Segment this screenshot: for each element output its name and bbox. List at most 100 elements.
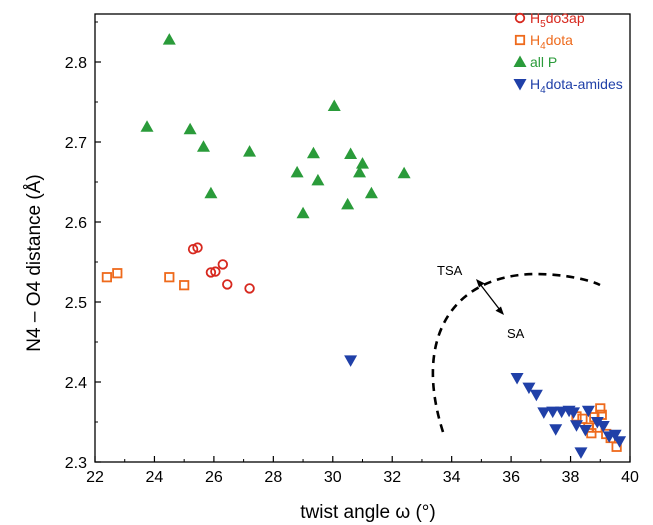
series-0 [187,242,255,294]
data-point [341,197,355,210]
x-tick-label: 24 [146,469,164,486]
x-tick-label: 22 [86,469,104,486]
arrowhead-sa [495,306,504,315]
data-point [613,436,627,448]
data-point [356,157,369,169]
data-point [164,272,175,283]
data-point [574,447,588,459]
series-2 [140,33,411,219]
x-tick-label: 26 [205,469,223,486]
data-point [344,147,358,159]
data-point [397,166,411,179]
annotation-tsa: TSA [437,263,463,278]
x-tick-label: 30 [324,469,342,486]
x-axis-title: twist angle ω (°) [300,502,435,523]
data-point [549,424,563,436]
y-tick-label: 2.3 [65,455,87,472]
series-3 [344,355,627,459]
data-point [243,145,257,157]
legend-label-subscript: 5 [540,19,546,30]
data-point [311,173,325,186]
data-point [183,122,197,135]
legend-label-subscript: 4 [540,85,546,96]
legend-item: all P [513,54,557,70]
data-point [296,206,310,219]
dashed-transition-curve [431,272,601,433]
x-tick-label: 34 [443,469,461,486]
legend-label: H4dota [530,32,573,52]
data-point [570,420,583,432]
data-point [567,407,581,419]
y-tick-label: 2.5 [65,295,87,312]
arrowhead-tsa [476,279,485,288]
data-point [290,165,304,178]
curve-layer [431,272,601,433]
y-tick-label: 2.6 [65,215,87,232]
data-point [537,407,551,419]
annotation-sa: SA [507,326,525,341]
data-point [353,165,367,178]
x-tick-label: 28 [264,469,282,486]
data-point [595,403,606,414]
x-tick-label: 36 [502,469,520,486]
data-point [101,272,112,283]
legend-marker [513,55,527,67]
data-point [546,406,560,419]
tsa-sa-arrow-shaft [479,283,501,311]
data-point [577,413,588,424]
data-point [196,140,210,152]
y-axis-title: N4 – O4 distance (Å) [24,174,45,351]
data-point [608,429,622,442]
legend-label-base: H [530,32,540,48]
y-tick-label: 2.4 [65,375,87,392]
legend-label-base: all P [530,54,557,70]
data-point [510,373,524,385]
x-tick-label: 40 [621,469,639,486]
data-point [327,99,341,111]
legend-marker [514,12,526,24]
data-point [578,425,592,437]
legend-marker [513,79,527,91]
legend-label-rest: do3ap [546,10,585,26]
legend-label-rest: dota-amides [546,76,623,92]
legend-label-base: H [530,10,540,26]
data-point [162,33,176,45]
legend-label-subscript: 4 [540,41,546,52]
data-point [306,146,320,159]
data-point [205,267,217,278]
data-point [192,242,203,253]
data-point [529,389,543,402]
legend-label: all P [530,54,557,70]
data-point [204,186,218,199]
x-tick-label: 38 [562,469,580,486]
legend-marker [514,34,526,46]
data-point [581,405,595,418]
data-point [210,266,221,277]
data-point [244,283,255,294]
legend-label: H4dota-amides [530,76,623,96]
legend-label-base: H [530,76,540,92]
legend-label-rest: dota [546,32,573,48]
data-point [179,280,190,291]
data-point [222,279,233,290]
legend-item: H4dota [514,32,573,52]
data-points-layer [101,33,627,459]
data-point [611,441,622,452]
data-point [140,120,154,132]
data-point [344,355,358,367]
legend-item: H4dota-amides [513,76,623,96]
data-point [364,186,378,199]
data-point [217,259,229,270]
y-tick-label: 2.8 [65,55,87,72]
data-point [187,243,199,255]
data-point [522,382,536,395]
x-tick-label: 32 [383,469,401,486]
y-tick-label: 2.7 [65,135,87,152]
legend-item: H5do3ap [514,10,585,30]
data-point [590,417,604,429]
axes-layer: 22 24 26 28 30 32 34 36 38 40 2.3 2.4 2.5 2.6 2.7 2.8 [65,13,639,486]
data-point [112,268,123,279]
